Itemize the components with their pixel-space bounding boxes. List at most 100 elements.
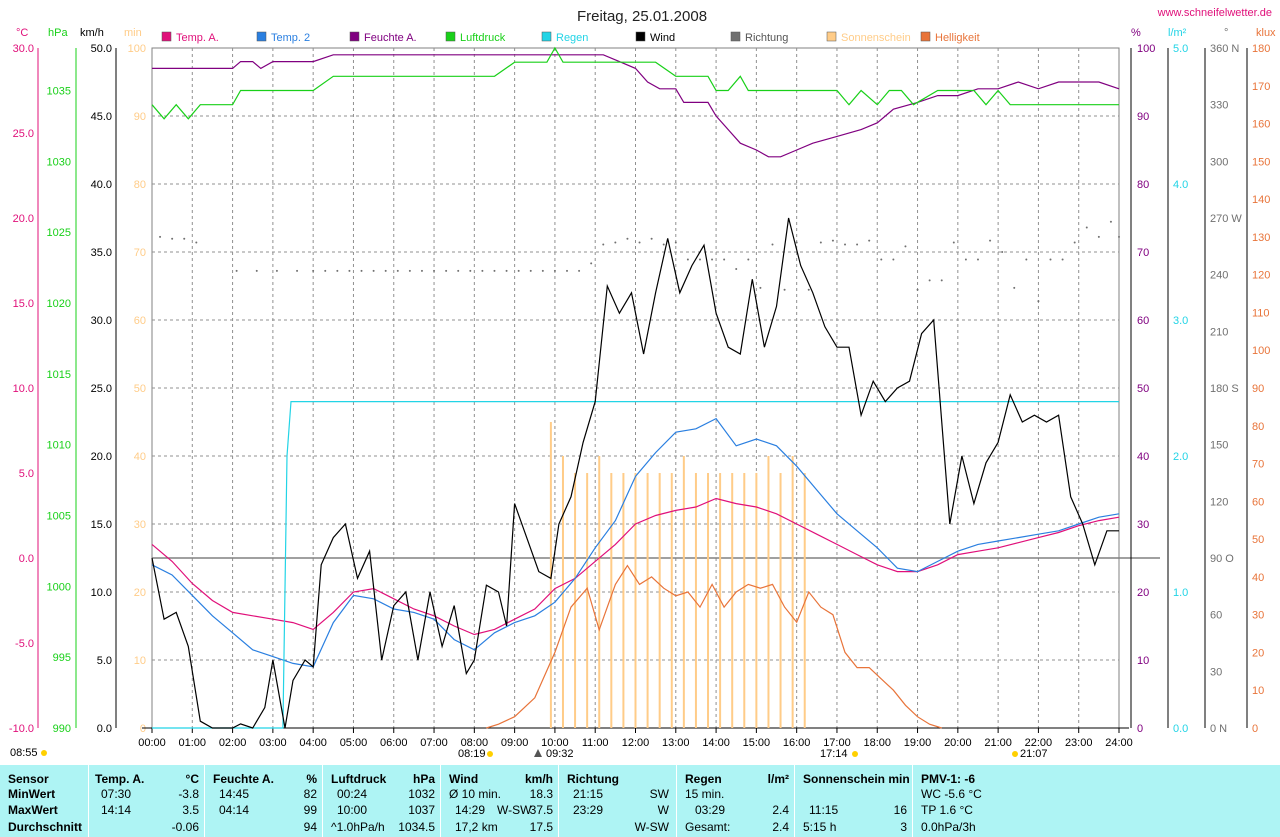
- light-tick-label: 30: [1252, 610, 1264, 622]
- sun-tick-label: 100: [128, 43, 146, 55]
- stats-richtung-header: Richtung: [567, 772, 619, 786]
- stats-col-wind: Wind km/h Ø 10 min. 18.3 14:29 W-SW 37.5…: [440, 765, 559, 837]
- rain-tick-label: 5.0: [1173, 43, 1188, 55]
- x-tick-label: 24:00: [1105, 737, 1133, 749]
- sunrise-icon: [487, 751, 493, 757]
- legend-swatch: [349, 31, 360, 42]
- direction-dot: [880, 258, 883, 261]
- direction-dot: [735, 268, 738, 270]
- direction-dot: [312, 269, 315, 272]
- stats-regen-max: 2.4: [772, 803, 789, 817]
- sun-tick-label: 70: [134, 247, 146, 259]
- stats-regen-avg: 2.4: [772, 820, 789, 834]
- direction-dot: [819, 241, 822, 244]
- stats-druck-min-time: 00:24: [337, 787, 368, 801]
- weather-chart: 30.0 25.0 20.0 15.0 10.0 5.0 0.0 -5.0 -10.0 1035 1…: [9, 7, 1276, 760]
- pressure-tick-label: 1005: [47, 511, 71, 523]
- direction-dot: [916, 288, 919, 291]
- legend-swatch: [635, 31, 646, 42]
- direction-dot: [183, 237, 186, 240]
- stats-col-regen: Regen l/m² 15 min. 03:29 2.4 Gesamt: 2.4: [676, 765, 795, 837]
- light-tick-label: 0: [1252, 723, 1258, 735]
- direction-dot: [336, 269, 339, 272]
- light-tick-label: 100: [1252, 345, 1270, 357]
- direction-dot: [989, 239, 992, 242]
- direction-tick-label: 120: [1210, 496, 1228, 508]
- direction-tick-label: 270 W: [1210, 213, 1242, 225]
- stats-richtung-min-time: 21:15: [573, 787, 604, 801]
- wind-tick-label: 50.0: [91, 43, 112, 55]
- stats-row-min: MinWert: [8, 787, 56, 801]
- stats-druck-max: 1037: [408, 803, 435, 817]
- wind-tick-label: 40.0: [91, 179, 112, 191]
- light-tick-label: 120: [1252, 270, 1270, 282]
- x-tick-label: 13:00: [662, 737, 690, 749]
- stats-wind-avg-label: 17,2 km: [455, 820, 498, 834]
- stats-col-sensor: Sensor MinWert MaxWert Durchschnitt: [0, 765, 88, 837]
- humidity-tick-label: 60: [1137, 315, 1149, 327]
- stats-temp-unit: °C: [185, 772, 199, 786]
- humidity-tick-label: 80: [1137, 179, 1149, 191]
- humidity-tick-label: 20: [1137, 587, 1149, 599]
- stats-regen-avg-label: Gesamt:: [685, 820, 731, 834]
- x-tick-label: 23:00: [1065, 737, 1093, 749]
- x-tick-label: 11:00: [582, 737, 609, 749]
- stats-pmv-header: PMV-1: -6: [921, 772, 976, 786]
- direction-dot: [686, 258, 689, 261]
- stats-druck-header: Luftdruck: [331, 772, 387, 786]
- x-tick-label: 18:00: [863, 737, 891, 749]
- light-unit: klux: [1256, 27, 1276, 39]
- stats-col-richtung: Richtung 21:15 SW 23:29 W W-SW: [558, 765, 677, 837]
- legend-label: Helligkeit: [935, 32, 980, 44]
- direction-dot: [348, 269, 351, 272]
- temp-tick-label: 25.0: [13, 128, 34, 140]
- stats-pmv-line3: 0.0hPa/3h: [921, 820, 976, 834]
- direction-dot: [1037, 300, 1040, 303]
- direction-dot: [445, 269, 448, 272]
- legend-label: Sonnenschein: [841, 32, 911, 44]
- light-tick-label: 110: [1252, 307, 1270, 319]
- direction-dot: [469, 269, 472, 272]
- direction-dot: [698, 258, 701, 261]
- direction-tick-label: 240: [1210, 270, 1228, 282]
- x-tick-label: 22:00: [1025, 737, 1053, 749]
- pressure-tick-label: 1015: [47, 369, 71, 381]
- humidity-tick-label: 10: [1137, 655, 1149, 667]
- stats-druck-unit: hPa: [412, 772, 435, 786]
- light-tick-label: 80: [1252, 421, 1264, 433]
- sun-icon: [41, 750, 47, 756]
- direction-dot: [614, 241, 617, 244]
- direction-dot: [493, 269, 496, 272]
- stats-feuchte-unit: %: [306, 772, 317, 786]
- stats-temp-max-time: 14:14: [101, 803, 132, 817]
- sun-tick-label: 50: [134, 383, 146, 395]
- stats-richtung-max-time: 23:29: [573, 803, 604, 817]
- sun-tick-label: 10: [134, 655, 146, 667]
- stats-regen-unit: l/m²: [767, 772, 789, 786]
- stats-col-druck: Luftdruck hPa 00:24 1032 10:00 1037 ^1.0…: [322, 765, 441, 837]
- light-tick-label: 180: [1252, 43, 1270, 55]
- humidity-unit: %: [1131, 27, 1141, 39]
- wind-tick-label: 20.0: [91, 451, 112, 463]
- site-link[interactable]: www.schneifelwetter.de: [1157, 7, 1272, 19]
- axes: 30.0 25.0 20.0 15.0 10.0 5.0 0.0 -5.0 -10.0 1035 1…: [9, 27, 1276, 760]
- direction-dot: [255, 269, 258, 272]
- x-tick-label: 07:00: [420, 737, 448, 749]
- direction-dot: [1085, 226, 1088, 229]
- direction-dot: [578, 269, 581, 272]
- temp-tick-label: 30.0: [13, 43, 34, 55]
- stats-richtung-min: SW: [649, 787, 669, 801]
- light-tick-label: 160: [1252, 119, 1270, 131]
- direction-dot: [771, 243, 774, 246]
- legend-label: Temp. 2: [271, 32, 310, 44]
- rain-marker-label: 09:32: [546, 748, 574, 760]
- stats-col-feuchte: Feuchte A. % 14:45 82 04:14 99 94: [204, 765, 323, 837]
- stats-temp-avg: -0.06: [171, 820, 199, 834]
- stats-feuchte-header: Feuchte A.: [213, 772, 274, 786]
- stats-sonne-avg: 3: [900, 820, 907, 834]
- direction-dot: [904, 245, 907, 248]
- direction-dot: [457, 269, 460, 272]
- stats-wind-max-time: 14:29: [455, 803, 486, 817]
- statistics-panel: Sensor MinWert MaxWert Durchschnitt Temp…: [0, 765, 1280, 837]
- direction-dot: [928, 279, 931, 282]
